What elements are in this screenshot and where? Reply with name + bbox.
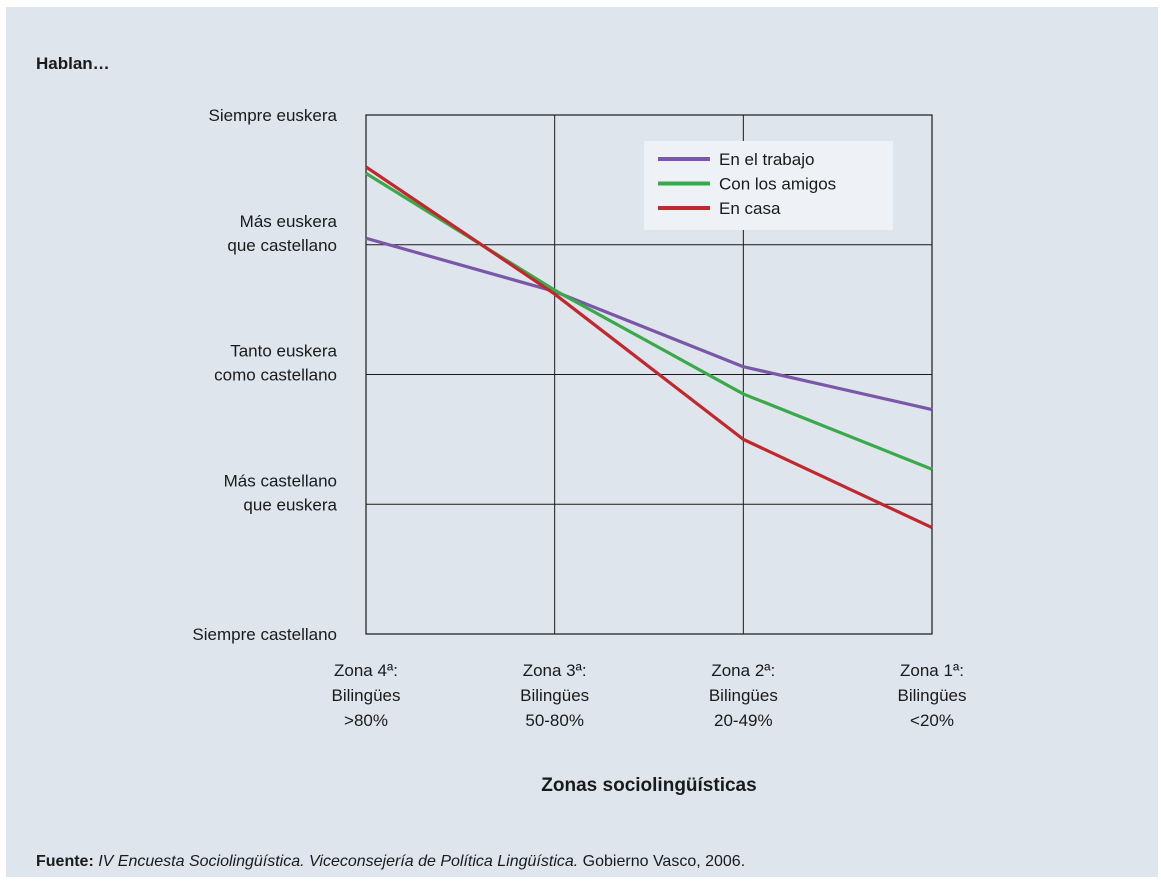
x-tick-label-line: <20% [910, 711, 954, 730]
y-tick-label-line: que euskera [243, 495, 337, 514]
x-tick-label-line: Bilingües [332, 686, 401, 705]
y-tick-label: Más euskera que castellano [227, 212, 337, 255]
chart-panel [6, 7, 1158, 877]
legend-label: En el trabajo [719, 150, 814, 169]
series-line [365, 236, 933, 412]
y-tick-label: Tanto euskera como castellano [214, 342, 337, 385]
x-tick-label-line: Zona 3ª: [523, 661, 587, 680]
y-tick-label-line: Tanto euskera [230, 342, 337, 361]
x-tick-label-line: 50-80% [525, 711, 584, 730]
y-tick-label-line: Más euskera [240, 212, 338, 231]
x-tick-label-line: Bilingües [898, 686, 967, 705]
series-line [365, 165, 933, 530]
x-tick-label-line: Bilingües [520, 686, 589, 705]
x-tick-label-line: Zona 2ª: [711, 661, 775, 680]
source-label: Fuente: [36, 853, 94, 870]
x-tick-label-line: Bilingües [709, 686, 778, 705]
y-tick-label: Más castellano que euskera [224, 471, 338, 514]
x-axis-title: Zonas sociolingüísticas [541, 775, 757, 796]
x-tick-label: Zona 4ª: Bilingües >80% [332, 661, 401, 730]
x-tick-labels: Zona 4ª: Bilingües >80% Zona 3ª: Bilingües 50… [332, 661, 967, 730]
y-tick-label-line: como castellano [214, 366, 337, 385]
x-tick-label: Zona 1ª: Bilingües <20% [898, 661, 967, 730]
source-note: Fuente: IV Encuesta Sociolingüística. Vi… [36, 853, 745, 871]
y-axis-title: Hablan… [36, 54, 110, 73]
y-tick-label-line: Siempre euskera [208, 106, 337, 125]
x-tick-label: Zona 2ª: Bilingües 20-49% [709, 661, 778, 730]
grid [365, 114, 933, 635]
x-tick-label-line: Zona 1ª: [900, 661, 964, 680]
legend: En el trabajo Con los amigos En casa [644, 141, 893, 230]
y-tick-label-line: Siempre castellano [192, 625, 337, 644]
x-tick-label-line: Zona 4ª: [334, 661, 398, 680]
legend-label: Con los amigos [719, 175, 836, 194]
y-tick-label: Siempre castellano [192, 625, 337, 644]
source-title: IV Encuesta Sociolingüística. Viceconsej… [98, 853, 579, 870]
source-publisher: Gobierno Vasco, 2006. [582, 853, 746, 870]
series-lines [365, 165, 933, 530]
y-tick-label-line: Más castellano [224, 471, 337, 490]
y-tick-label: Siempre euskera [208, 106, 337, 125]
y-tick-label-line: que castellano [227, 236, 337, 255]
legend-label: En casa [719, 199, 781, 218]
x-tick-label: Zona 3ª: Bilingües 50-80% [520, 661, 589, 730]
x-tick-label-line: >80% [344, 711, 388, 730]
y-tick-labels: Siempre castellano Más castellano que eusk… [192, 106, 337, 644]
x-tick-label-line: 20-49% [714, 711, 773, 730]
